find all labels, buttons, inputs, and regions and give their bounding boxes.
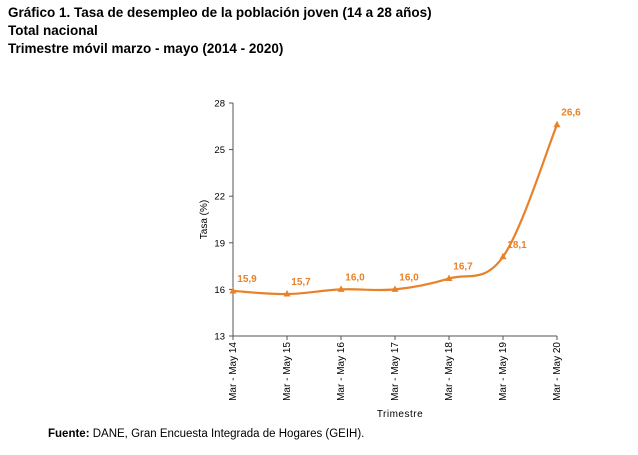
x-tick-label: Mar - May 20 <box>552 342 563 401</box>
x-tick-label: Mar - May 17 <box>390 342 401 401</box>
x-axis-title: Trimestre <box>377 409 423 420</box>
source-label: Fuente: <box>48 428 90 440</box>
data-point-marker <box>229 286 237 294</box>
data-label: 26,6 <box>561 108 581 119</box>
y-axis-title: Tasa (%) <box>199 200 210 239</box>
data-point-marker <box>337 285 345 292</box>
y-tick-label: 19 <box>214 238 225 249</box>
data-label: 18,1 <box>507 240 527 251</box>
data-point-marker <box>283 290 291 297</box>
chart-subtitle-scope: Total nacional <box>8 23 98 38</box>
y-tick-label: 16 <box>214 285 225 296</box>
data-label: 15,7 <box>291 277 311 288</box>
series-line <box>232 124 559 296</box>
data-point-marker <box>445 274 453 282</box>
chart-title: Gráfico 1. Tasa de desempleo de la pobla… <box>8 5 432 20</box>
data-label: 15,9 <box>237 274 257 285</box>
y-tick-label: 13 <box>214 332 225 343</box>
x-tick-label: Mar - May 15 <box>282 342 293 401</box>
source-note: Fuente: DANE, Gran Encuesta Integrada de… <box>48 428 364 440</box>
data-point-marker <box>553 120 561 128</box>
y-tick-label: 25 <box>214 145 225 156</box>
source-text: DANE, Gran Encuesta Integrada de Hogares… <box>89 428 365 440</box>
y-tick-label: 28 <box>214 99 225 110</box>
data-label: 16,0 <box>399 272 419 283</box>
data-label: 16,0 <box>345 272 365 283</box>
data-label: 16,7 <box>453 262 473 273</box>
y-tick-label: 22 <box>214 192 225 203</box>
x-tick-label: Mar - May 19 <box>498 342 509 401</box>
x-tick-label: Mar - May 14 <box>228 342 239 401</box>
data-point-marker <box>499 252 507 260</box>
x-tick-label: Mar - May 16 <box>336 342 347 401</box>
data-point-marker <box>391 285 399 292</box>
chart-header: Gráfico 1. Tasa de desempleo de la pobla… <box>8 4 432 58</box>
chart-subtitle-period: Trimestre móvil marzo - mayo (2014 - 202… <box>8 41 284 56</box>
x-tick-label: Mar - May 18 <box>444 342 455 401</box>
